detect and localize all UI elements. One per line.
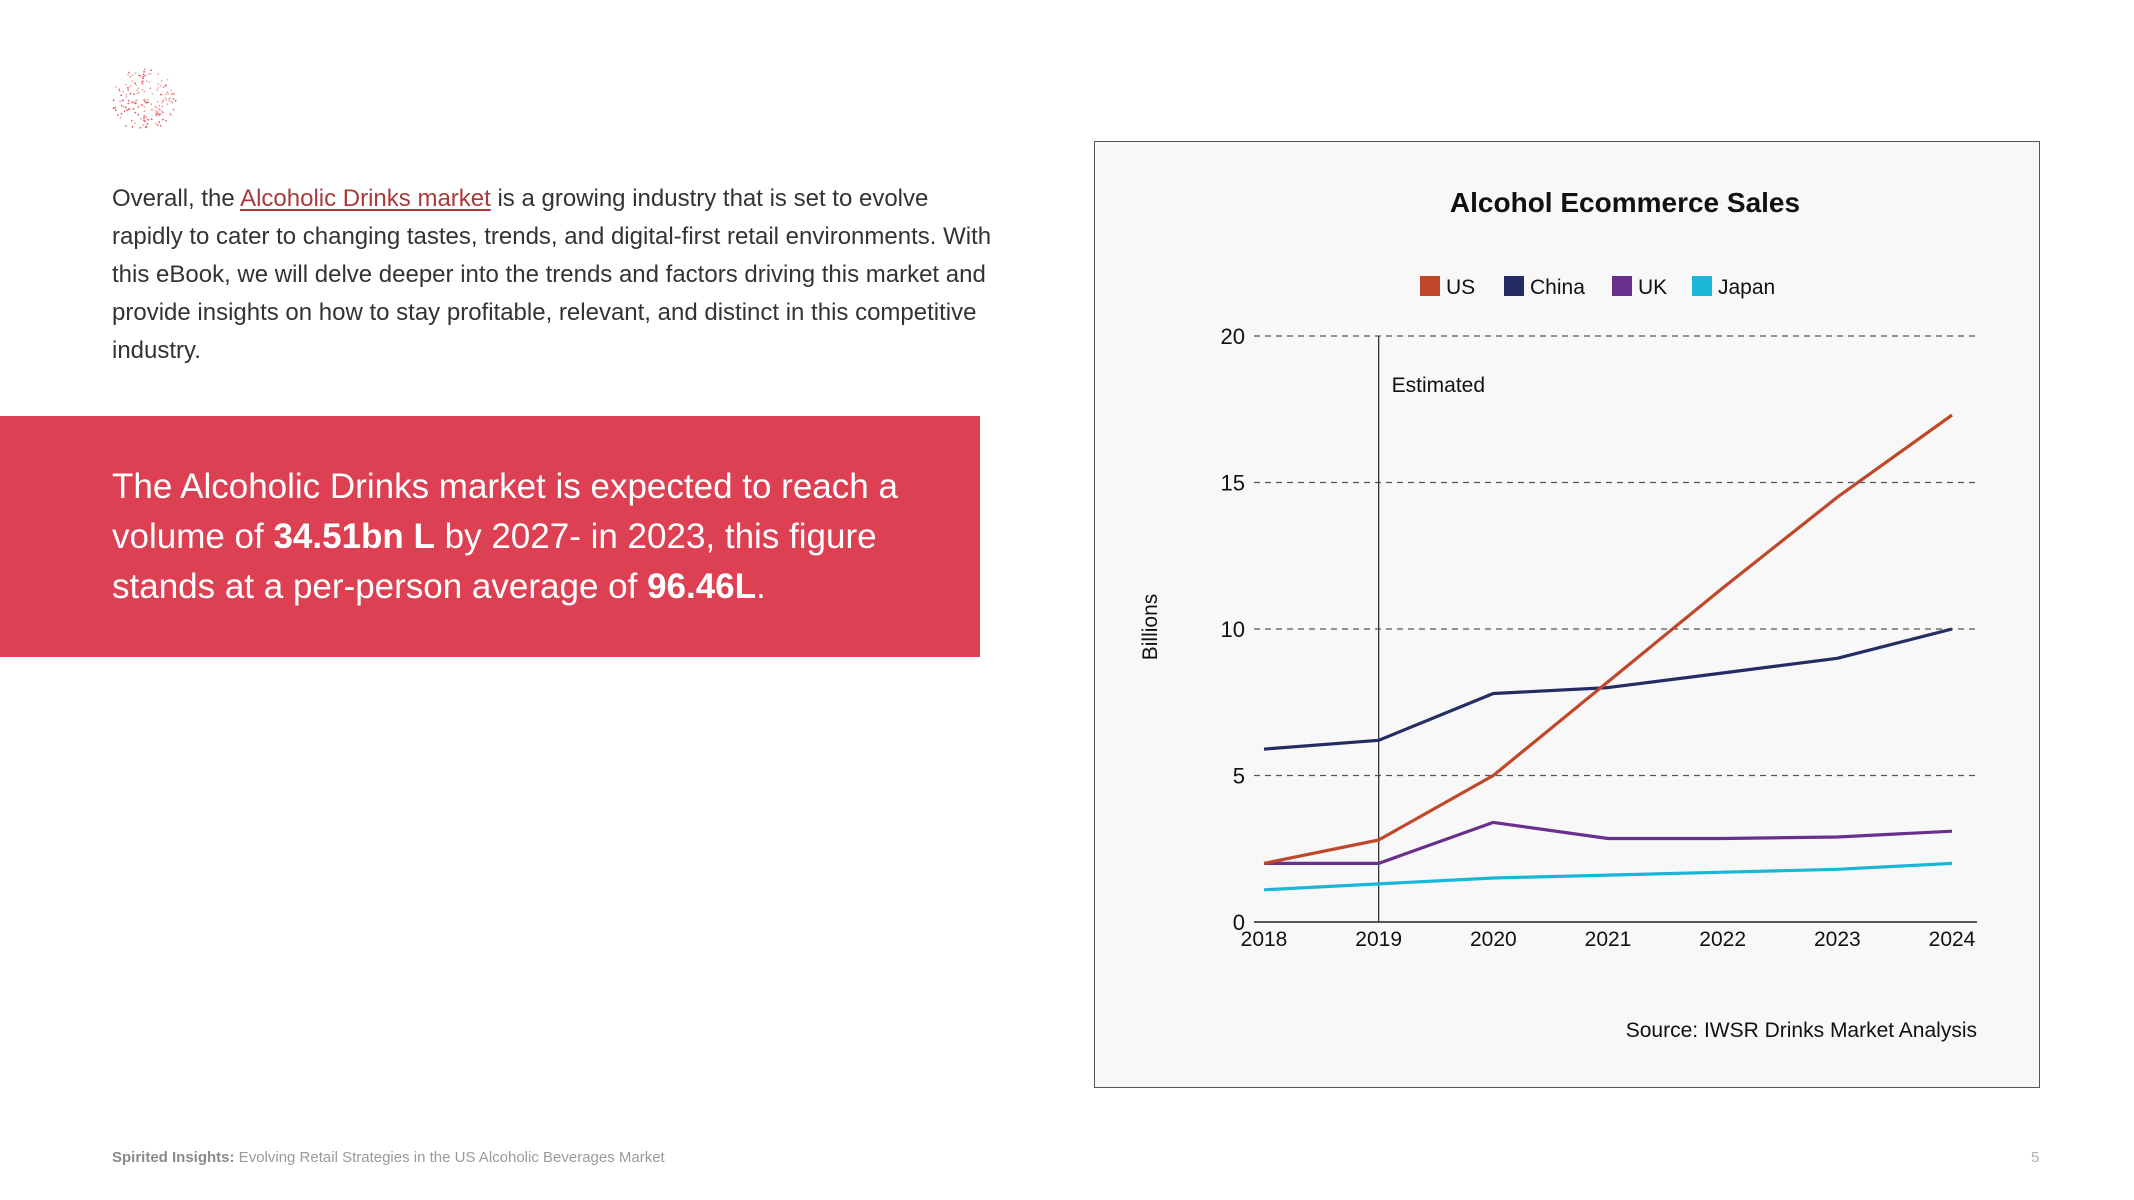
chart-legend: US China UK Japan xyxy=(1420,276,1775,299)
footer: Spirited Insights: Evolving Retail Strat… xyxy=(112,1149,665,1166)
highlight-banner xyxy=(0,416,980,657)
y-tick-label: 0 xyxy=(1233,910,1245,935)
x-tick-label: 2018 xyxy=(1241,928,1288,951)
banner-bold-volume: 34.51bn L xyxy=(273,517,435,556)
ecommerce-line-chart: Alcohol Ecommerce Sales US China UK Japan 0… xyxy=(1139,187,1977,1042)
alcoholic-drinks-market-link[interactable]: Alcoholic Drinks market xyxy=(240,185,491,212)
banner-part-1: The Alcoholic Drinks market is expected … xyxy=(112,467,898,556)
estimated-label: Estimated xyxy=(1392,374,1485,397)
highlight-banner-text: The Alcoholic Drinks market is expected … xyxy=(112,462,952,612)
y-tick-label: 15 xyxy=(1221,471,1245,496)
legend-swatch-us xyxy=(1420,276,1440,296)
y-axis-ticks: 0 5 10 15 20 xyxy=(1221,324,1245,935)
legend-swatch-japan xyxy=(1692,276,1712,296)
banner-bold-average: 96.46L xyxy=(647,567,757,606)
y-tick-label: 20 xyxy=(1221,324,1245,349)
x-axis-ticks: 2018 2019 2020 2021 2022 2023 2024 xyxy=(1241,928,1976,951)
series-line-china xyxy=(1263,627,1953,751)
x-tick-label: 2024 xyxy=(1929,928,1976,951)
series-line-japan xyxy=(1263,861,1953,892)
banner-part-2: by 2027- in 2023, this figure stands at … xyxy=(112,517,877,606)
intro-prefix: Overall, the xyxy=(112,185,241,212)
footer-subtitle: Evolving Retail Strategies in the US Alc… xyxy=(234,1149,665,1166)
x-tick-label: 2019 xyxy=(1355,928,1402,951)
y-tick-label: 5 xyxy=(1233,764,1245,789)
y-axis-label: Billions xyxy=(1139,594,1162,661)
legend-label-uk: UK xyxy=(1638,276,1667,299)
footer-brand: Spirited Insights: xyxy=(112,1149,235,1166)
legend-label-japan: Japan xyxy=(1718,276,1775,299)
legend-swatch-uk xyxy=(1612,276,1632,296)
intro-suffix: is a growing industry that is set to evo… xyxy=(112,185,992,364)
chart-panel: Alcohol Ecommerce Sales US China UK Japan 0… xyxy=(1094,141,2040,1088)
legend-swatch-china xyxy=(1504,276,1524,296)
banner-part-3: . xyxy=(756,567,766,606)
legend-label-china: China xyxy=(1530,276,1585,299)
x-tick-label: 2023 xyxy=(1814,928,1861,951)
chart-source: Source: IWSR Drinks Market Analysis xyxy=(1626,1019,1977,1042)
legend-label-us: US xyxy=(1446,276,1475,299)
intro-paragraph: Overall, the Alcoholic Drinks market is … xyxy=(112,180,992,370)
chart-series xyxy=(1263,413,1953,892)
series-line-us xyxy=(1263,413,1953,865)
dotted-sphere-logo xyxy=(112,68,177,129)
chart-grid xyxy=(1254,335,1977,923)
x-tick-label: 2020 xyxy=(1470,928,1517,951)
x-tick-label: 2022 xyxy=(1699,928,1746,951)
chart-title: Alcohol Ecommerce Sales xyxy=(1450,187,1800,218)
y-tick-label: 10 xyxy=(1221,617,1245,642)
estimated-marker: Estimated xyxy=(1378,336,1485,922)
page-number: 5 xyxy=(2031,1149,2040,1166)
x-tick-label: 2021 xyxy=(1585,928,1632,951)
series-line-uk xyxy=(1264,820,1953,866)
